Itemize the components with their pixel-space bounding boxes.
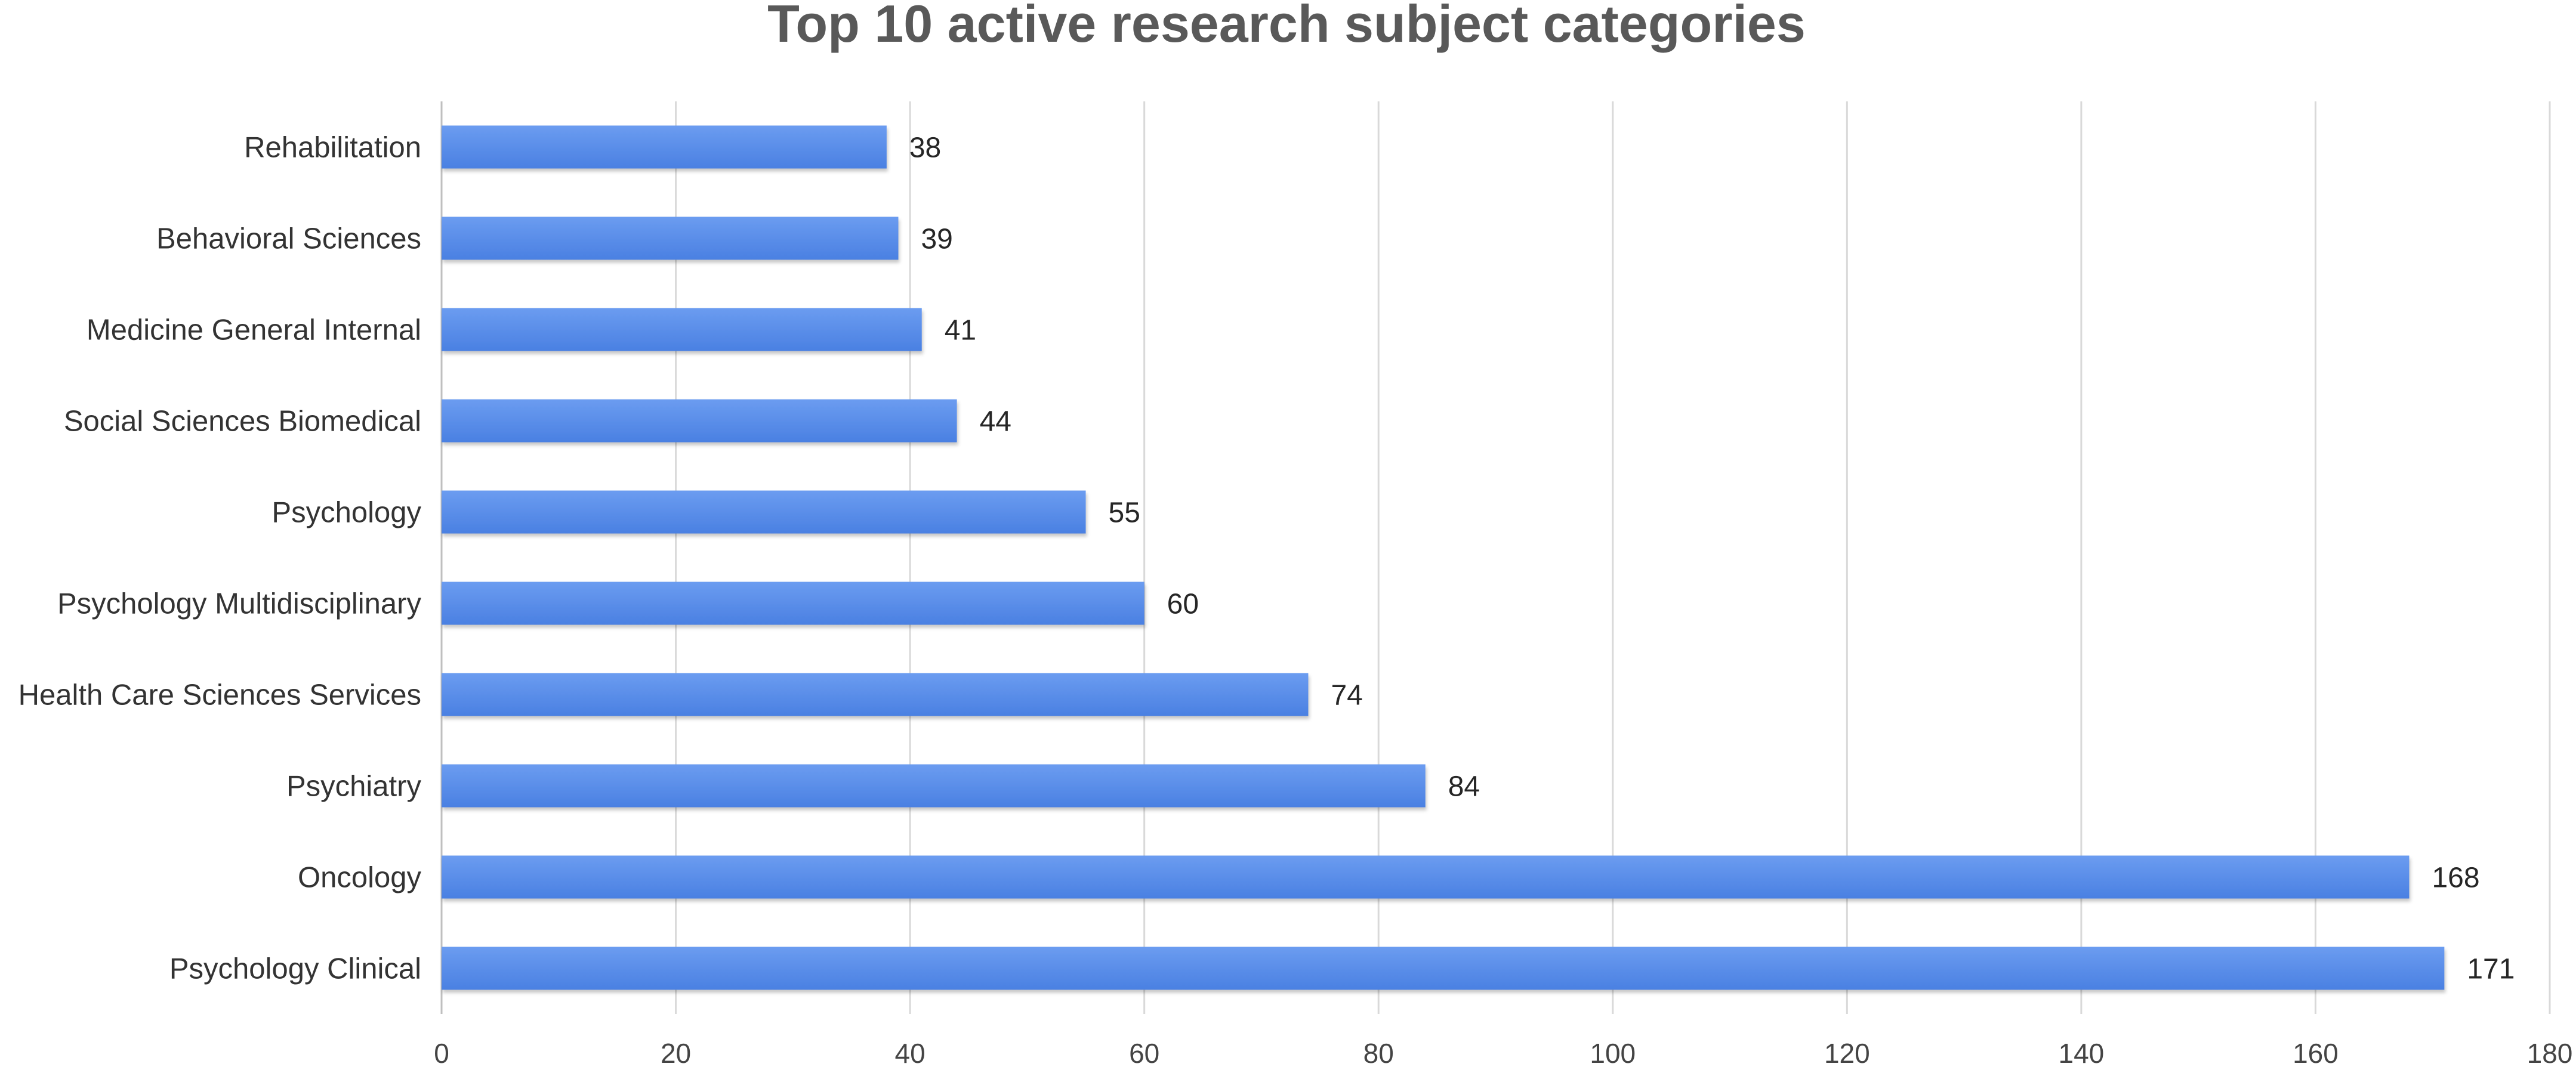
x-tick-label: 80 bbox=[1363, 1038, 1394, 1069]
bar bbox=[442, 399, 957, 443]
bar bbox=[442, 855, 2410, 899]
data-label: 171 bbox=[2467, 954, 2515, 985]
data-label: 39 bbox=[921, 224, 952, 255]
data-label: 74 bbox=[1331, 680, 1362, 712]
bar bbox=[442, 217, 899, 260]
x-tick-label: 180 bbox=[2527, 1038, 2573, 1069]
data-label: 168 bbox=[2432, 862, 2479, 894]
data-label: 41 bbox=[945, 315, 976, 347]
category-label: Psychology bbox=[272, 497, 421, 529]
x-tick-label: 160 bbox=[2293, 1038, 2339, 1069]
bar bbox=[442, 947, 2445, 990]
category-labels: Rehabilitation Behavioral Sciences Medicin… bbox=[18, 132, 422, 985]
bar bbox=[442, 673, 1309, 716]
category-label: Behavioral Sciences bbox=[156, 223, 421, 255]
x-tick-label: 140 bbox=[2059, 1038, 2105, 1069]
category-label: Psychiatry bbox=[286, 771, 422, 803]
category-label: Psychology Clinical bbox=[169, 953, 421, 985]
bar bbox=[442, 764, 1426, 808]
chart-title: Top 10 active research subject categorie… bbox=[767, 0, 1806, 53]
x-tick-label: 100 bbox=[1590, 1038, 1636, 1069]
data-label: 55 bbox=[1109, 497, 1140, 529]
bar bbox=[442, 125, 887, 169]
data-label: 38 bbox=[909, 132, 941, 164]
x-tick-label: 60 bbox=[1129, 1038, 1159, 1069]
bar bbox=[442, 308, 922, 351]
x-tick-label: 120 bbox=[1824, 1038, 1870, 1069]
data-label: 60 bbox=[1167, 589, 1199, 620]
category-label: Psychology Multidisciplinary bbox=[57, 588, 422, 620]
value-labels: 38 39 41 44 55 60 74 84 168 171 bbox=[909, 132, 2515, 985]
category-label: Medicine General Internal bbox=[87, 314, 421, 347]
category-label: Rehabilitation bbox=[244, 132, 421, 164]
bar bbox=[442, 490, 1086, 534]
data-label: 44 bbox=[980, 406, 1011, 438]
category-label: Social Sciences Biomedical bbox=[64, 406, 421, 438]
bar bbox=[442, 582, 1144, 625]
data-label: 84 bbox=[1448, 771, 1480, 803]
bars bbox=[442, 125, 2445, 990]
x-tick-label: 20 bbox=[661, 1038, 691, 1069]
category-label: Oncology bbox=[298, 862, 422, 894]
x-tick-label: 40 bbox=[895, 1038, 925, 1069]
x-axis-tick-labels: 0 20 40 60 80 100 120 140 160 180 bbox=[434, 1038, 2572, 1069]
x-tick-label: 0 bbox=[434, 1038, 449, 1069]
category-label: Health Care Sciences Services bbox=[18, 679, 421, 712]
